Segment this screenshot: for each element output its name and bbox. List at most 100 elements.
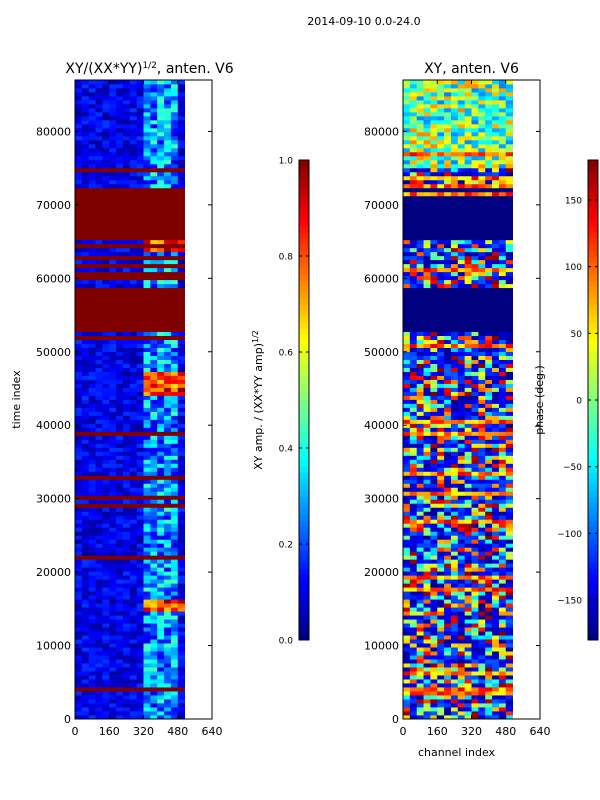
heatmap-cell bbox=[457, 607, 466, 612]
heatmap-cell bbox=[478, 627, 486, 632]
heatmap-cell bbox=[492, 339, 500, 344]
heatmap-cell bbox=[177, 267, 185, 273]
heatmap-cell bbox=[150, 571, 158, 576]
heatmap-cell bbox=[122, 635, 131, 640]
heatmap-cell bbox=[437, 175, 445, 181]
heatmap-cell bbox=[88, 643, 96, 648]
heatmap-cell bbox=[478, 531, 486, 536]
heatmap-cell bbox=[423, 667, 431, 672]
heatmap-cell bbox=[95, 551, 103, 556]
heatmap-cell bbox=[109, 715, 117, 720]
heatmap-cell bbox=[471, 159, 479, 165]
heatmap-cell bbox=[136, 671, 144, 676]
heatmap-cell bbox=[109, 567, 117, 572]
heatmap-cell bbox=[464, 199, 472, 205]
heatmap-cell bbox=[170, 395, 179, 400]
heatmap-cell bbox=[136, 311, 144, 317]
heatmap-cell bbox=[498, 271, 507, 277]
heatmap-cell bbox=[457, 403, 466, 408]
heatmap-cell bbox=[409, 543, 418, 548]
heatmap-cell bbox=[143, 595, 151, 600]
heatmap-cell bbox=[170, 335, 179, 340]
heatmap-cell bbox=[109, 627, 117, 632]
heatmap-cell bbox=[150, 607, 158, 612]
heatmap-cell bbox=[464, 355, 472, 360]
heatmap-cell bbox=[177, 255, 185, 261]
heatmap-cell bbox=[478, 535, 486, 540]
heatmap-cell bbox=[505, 535, 513, 540]
heatmap-cell bbox=[88, 395, 96, 400]
heatmap-cell bbox=[437, 659, 445, 664]
colorbar-segment bbox=[299, 484, 309, 491]
heatmap-cell bbox=[177, 475, 185, 480]
heatmap-cell bbox=[498, 535, 507, 540]
heatmap-cell bbox=[109, 283, 117, 289]
heatmap-cell bbox=[485, 335, 493, 340]
heatmap-cell bbox=[423, 635, 431, 640]
heatmap-cell bbox=[177, 631, 185, 636]
colorbar-segment bbox=[299, 220, 309, 227]
heatmap-cell bbox=[136, 283, 144, 289]
heatmap-cell bbox=[498, 647, 507, 652]
heatmap-cell bbox=[437, 403, 445, 408]
heatmap-cell bbox=[136, 707, 144, 712]
heatmap-cell bbox=[129, 435, 138, 440]
heatmap-cell bbox=[485, 575, 493, 580]
heatmap-cell bbox=[164, 195, 172, 201]
heatmap-cell bbox=[498, 407, 507, 412]
heatmap-cell bbox=[81, 239, 90, 245]
heatmap-cell bbox=[444, 503, 452, 508]
heatmap-cell bbox=[129, 147, 138, 153]
heatmap-cell bbox=[471, 463, 479, 468]
heatmap-cell bbox=[471, 527, 479, 532]
heatmap-cell bbox=[136, 223, 144, 229]
heatmap-cell bbox=[88, 251, 96, 257]
heatmap-cell bbox=[122, 215, 131, 221]
heatmap-cell bbox=[150, 651, 158, 656]
heatmap-cell bbox=[464, 707, 472, 712]
heatmap-cell bbox=[177, 287, 185, 293]
heatmap-cell bbox=[122, 387, 131, 392]
heatmap-cell bbox=[498, 511, 507, 516]
heatmap-cell bbox=[157, 159, 165, 165]
heatmap-cell bbox=[450, 443, 459, 448]
heatmap-cell bbox=[437, 323, 445, 329]
heatmap-cell bbox=[423, 195, 431, 201]
heatmap-cell bbox=[129, 515, 138, 520]
heatmap-cell bbox=[450, 355, 459, 360]
heatmap-cell bbox=[485, 487, 493, 492]
heatmap-cell bbox=[409, 527, 418, 532]
heatmap-cell bbox=[457, 191, 466, 197]
heatmap-cell bbox=[129, 399, 138, 404]
heatmap-cell bbox=[95, 83, 103, 89]
heatmap-cell bbox=[122, 211, 131, 217]
heatmap-cell bbox=[437, 663, 445, 668]
heatmap-cell bbox=[416, 547, 424, 552]
heatmap-cell bbox=[177, 259, 185, 265]
heatmap-cell bbox=[177, 175, 185, 181]
heatmap-cell bbox=[75, 427, 83, 432]
heatmap-cell bbox=[492, 387, 500, 392]
heatmap-cell bbox=[444, 451, 452, 456]
heatmap-cell bbox=[444, 271, 452, 277]
heatmap-cell bbox=[129, 379, 138, 384]
heatmap-cell bbox=[498, 411, 507, 416]
colorbar-segment bbox=[299, 448, 309, 455]
heatmap-cell bbox=[430, 163, 438, 169]
heatmap-cell bbox=[157, 239, 165, 245]
heatmap-cell bbox=[444, 279, 452, 285]
colorbar-segment bbox=[299, 496, 309, 503]
heatmap-cell bbox=[95, 567, 103, 572]
heatmap-cell bbox=[457, 511, 466, 516]
heatmap-cell bbox=[157, 551, 165, 556]
heatmap-cell bbox=[116, 323, 124, 329]
heatmap-cell bbox=[177, 391, 185, 396]
heatmap-cell bbox=[416, 195, 424, 201]
heatmap-cell bbox=[122, 475, 131, 480]
heatmap-cell bbox=[88, 87, 96, 93]
heatmap-cell bbox=[157, 575, 165, 580]
heatmap-cell bbox=[88, 399, 96, 404]
heatmap-cell bbox=[505, 327, 513, 332]
heatmap-cell bbox=[444, 187, 452, 193]
heatmap-cell bbox=[457, 303, 466, 309]
